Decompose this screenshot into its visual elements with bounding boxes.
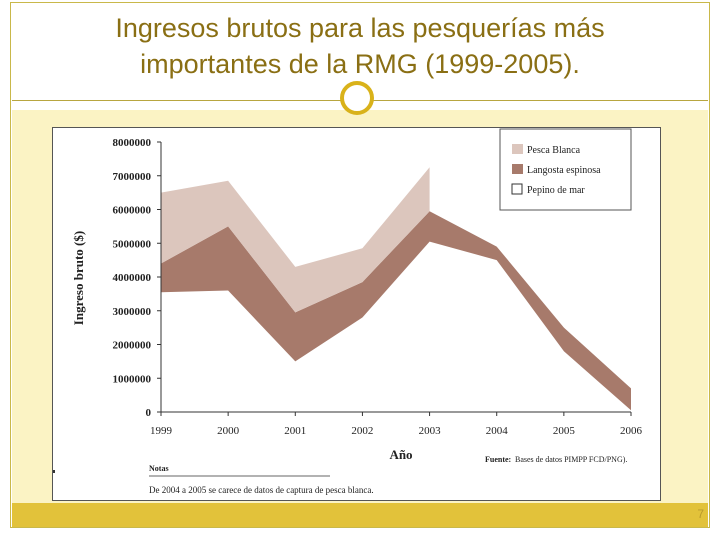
slide-title-line-2: importantes de la RMG (1999-2005). <box>140 49 580 79</box>
area-langosta-espinosa <box>161 211 631 411</box>
y-tick-label: 6000000 <box>113 205 152 217</box>
y-grid <box>157 141 632 416</box>
area-pesca-blanca <box>161 167 430 313</box>
y-tick-label: 4000000 <box>113 272 152 284</box>
x-tick-label: 2000 <box>217 425 240 437</box>
chart-legend: Pesca Blanca Langosta espinosa Pepino de… <box>499 128 632 211</box>
y-tick-labels: 8000000 7000000 6000000 5000000 4000000 30000… <box>113 137 152 419</box>
y-tick-label: 5000000 <box>113 238 152 250</box>
legend-swatch-pesca-blanca <box>512 144 523 154</box>
area-chart: 8000000 7000000 6000000 5000000 4000000 30000… <box>53 128 643 495</box>
slide-title-line-1: Ingresos brutos para las pesquerías más <box>115 13 605 43</box>
y-tick-label: 0 <box>146 407 152 419</box>
slide-frame <box>10 2 710 528</box>
y-tick-label: 1000000 <box>113 373 152 385</box>
y-tick-label: 2000000 <box>113 340 152 352</box>
chart-source: Fuente: Bases de datos PIMPP FCD/PNG). <box>485 455 627 464</box>
x-tick-label: 2004 <box>486 425 509 437</box>
y-tick-label: 8000000 <box>113 137 152 149</box>
y-axis-title: Ingreso bruto ($) <box>71 231 86 325</box>
chart-axes <box>160 142 631 413</box>
y-tick-label: 7000000 <box>113 171 152 183</box>
legend-label-pesca-blanca: Pesca Blanca <box>527 145 581 156</box>
source-text: Bases de datos PIMPP FCD/PNG). <box>515 455 627 464</box>
x-axis-title: Año <box>389 447 412 462</box>
slide-title: Ingresos brutos para las pesquerías más … <box>10 10 710 82</box>
x-tick-label: 2006 <box>620 425 643 437</box>
slide-number: 7 <box>697 507 704 521</box>
legend-label-pepino: Pepino de mar <box>527 185 585 196</box>
decorative-ring-icon <box>340 81 374 115</box>
chart-figure: 8000000 7000000 6000000 5000000 4000000 30000… <box>52 127 661 501</box>
legend-swatch-pepino <box>511 183 523 195</box>
x-tick-label: 2002 <box>351 425 373 437</box>
x-tick-label: 2003 <box>419 425 442 437</box>
x-tick-label: 2001 <box>284 425 306 437</box>
x-tick-labels: 1999 2000 2001 2002 2003 2004 2005 2006 <box>150 425 643 437</box>
x-tick-label: 2005 <box>553 425 576 437</box>
x-tick-label: 1999 <box>150 425 173 437</box>
slide-footer-bar <box>12 503 708 527</box>
legend-swatch-langosta <box>512 164 523 174</box>
y-tick-label: 3000000 <box>113 306 152 318</box>
legend-label-langosta: Langosta espinosa <box>527 165 601 176</box>
area-pepino-de-mar <box>161 241 631 412</box>
notes-title: Notas <box>149 464 169 473</box>
notes-text: De 2004 a 2005 se carece de datos de cap… <box>149 485 374 495</box>
source-label: Fuente: <box>485 455 511 464</box>
notes-bullet <box>53 470 55 473</box>
chart-areas <box>161 167 631 412</box>
